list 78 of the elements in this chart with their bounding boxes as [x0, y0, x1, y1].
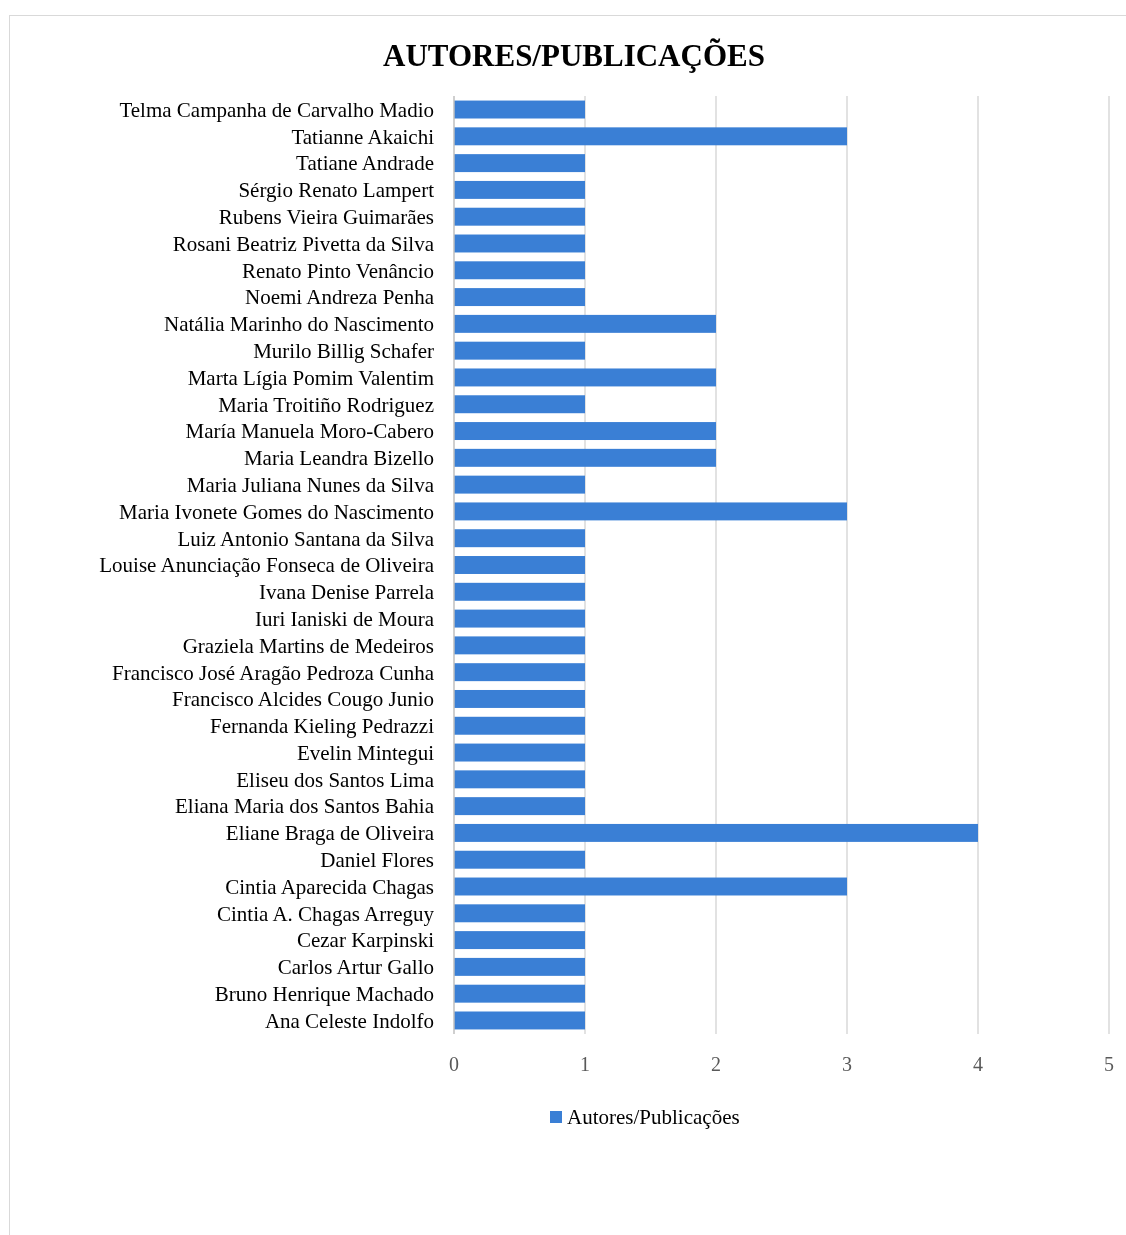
bar: [454, 127, 847, 146]
y-tick-label: María Manuela Moro-Cabero: [185, 419, 434, 444]
y-tick-label: Ivana Denise Parrela: [259, 580, 435, 605]
bar: [454, 448, 716, 467]
bar: [454, 689, 585, 708]
y-tick-label: Maria Ivonete Gomes do Nascimento: [119, 499, 434, 524]
bar: [454, 341, 585, 360]
y-tick-label: Iuri Ianiski de Moura: [254, 606, 435, 631]
bar: [454, 636, 585, 655]
y-tick-label: Sérgio Renato Lampert: [238, 178, 435, 203]
y-tick-label: Tatianne Akaichi: [291, 124, 435, 149]
bar: [454, 422, 716, 441]
bar: [454, 395, 585, 414]
bar: [454, 957, 585, 976]
y-tick-label: Cezar Karpinski: [296, 928, 435, 953]
y-tick-label: Graziela Martins de Medeiros: [182, 633, 434, 658]
bar: [454, 100, 585, 119]
y-tick-label: Francisco José Aragão Pedroza Cunha: [112, 660, 435, 685]
x-tick-label: 1: [580, 1053, 590, 1075]
legend-label: Autores/Publicações: [567, 1105, 740, 1130]
y-tick-label: Eliana Maria dos Santos Bahia: [175, 794, 435, 819]
bar: [454, 743, 585, 762]
y-tick-label: Murilo Billig Schafer: [253, 339, 434, 364]
y-tick-label: Fernanda Kieling Pedrazzi: [210, 714, 435, 739]
bar: [454, 529, 585, 548]
y-tick-label: Louise Anunciação Fonseca de Oliveira: [99, 553, 435, 578]
y-tick-label: Francisco Alcides Cougo Junio: [172, 687, 434, 712]
x-tick-label: 5: [1104, 1053, 1114, 1075]
bar: [454, 502, 847, 521]
x-tick-label: 2: [711, 1053, 721, 1075]
bar: [454, 984, 585, 1003]
bar: [454, 770, 585, 789]
y-tick-label: Tatiane Andrade: [296, 151, 434, 176]
bar: [454, 877, 847, 896]
bar: [454, 234, 585, 253]
y-tick-label: Ana Celeste Indolfo: [264, 1008, 434, 1033]
bar: [454, 288, 585, 307]
bar: [454, 797, 585, 816]
bar: [454, 582, 585, 601]
y-tick-label: Cintia Aparecida Chagas: [225, 874, 434, 899]
bar: [454, 1011, 585, 1030]
bar: [454, 261, 585, 280]
bar: [454, 154, 585, 173]
x-tick-label: 0: [449, 1053, 459, 1075]
y-tick-label: Cintia A. Chagas Arreguy: [217, 901, 435, 926]
bar: [454, 904, 585, 923]
y-tick-label: Marta Lígia Pomim Valentim: [187, 365, 434, 390]
bar: [454, 663, 585, 682]
bar: [454, 716, 585, 735]
y-tick-label: Daniel Flores: [320, 848, 434, 873]
y-tick-label: Rubens Vieira Guimarães: [218, 205, 434, 230]
y-tick-label: Natália Marinho do Nascimento: [163, 312, 434, 337]
y-tick-label: Bruno Henrique Machado: [214, 982, 434, 1007]
y-tick-label: Evelin Mintegui: [296, 740, 435, 765]
bar: [454, 609, 585, 628]
chart-title: AUTORES/PUBLICAÇÕES: [383, 38, 765, 73]
y-tick-label: Maria Troitiño Rodriguez: [218, 392, 434, 417]
bar: [454, 850, 585, 869]
y-tick-label: Maria Leandra Bizello: [243, 446, 434, 471]
y-tick-label: Eliseu dos Santos Lima: [236, 767, 435, 792]
y-tick-label: Carlos Artur Gallo: [277, 955, 434, 980]
bar: [454, 823, 978, 842]
y-tick-label: Telma Campanha de Carvalho Madio: [119, 97, 434, 122]
bar: [454, 314, 716, 333]
bar: [454, 931, 585, 950]
bar: [454, 368, 716, 387]
y-tick-label: Rosani Beatriz Pivetta da Silva: [172, 231, 435, 256]
bar: [454, 207, 585, 226]
y-tick-label: Renato Pinto Venâncio: [241, 258, 434, 283]
bar: [454, 180, 585, 199]
y-tick-label: Maria Juliana Nunes da Silva: [186, 472, 435, 497]
y-tick-label: Eliane Braga de Oliveira: [225, 821, 435, 846]
x-tick-label: 4: [973, 1053, 983, 1075]
x-tick-label: 3: [842, 1053, 852, 1075]
y-tick-label: Luiz Antonio Santana da Silva: [177, 526, 435, 551]
y-tick-label: Noemi Andreza Penha: [245, 285, 435, 310]
bar: [454, 556, 585, 574]
bar: [454, 475, 585, 494]
